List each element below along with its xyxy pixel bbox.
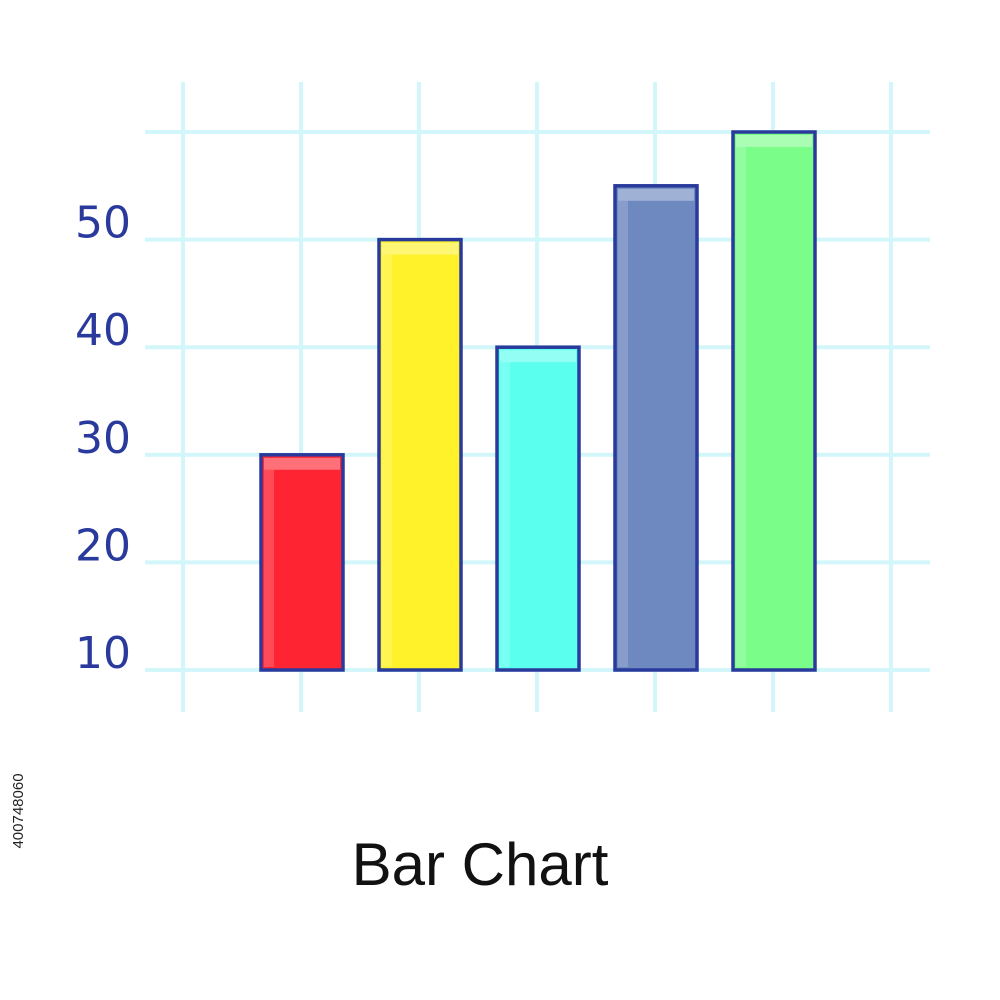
bar-highlight <box>382 242 458 255</box>
bar-highlight <box>264 457 340 470</box>
bar-shine <box>500 362 510 667</box>
bars <box>259 130 817 672</box>
y-axis-ticks: 10 20 30 40 50 <box>75 198 131 679</box>
bar-rect <box>259 453 345 672</box>
bar-highlight <box>736 135 812 147</box>
chart-title: Bar Chart <box>351 831 609 898</box>
bar-3 <box>495 345 581 672</box>
y-tick-label: 20 <box>75 520 131 571</box>
y-tick-label: 40 <box>75 305 131 356</box>
bar-highlight <box>618 188 694 201</box>
image-id-text: 400748060 <box>10 773 27 848</box>
bar-5 <box>731 130 817 672</box>
image-id-label: 400748060 <box>10 773 27 848</box>
bar-1 <box>259 453 345 672</box>
bar-4 <box>613 184 699 672</box>
bar-shine <box>264 469 274 667</box>
bar-shine <box>618 200 628 668</box>
bar-rect <box>613 184 699 672</box>
y-tick-label: 50 <box>75 198 131 249</box>
bar-shine <box>736 147 746 667</box>
y-tick-label: 30 <box>75 413 131 464</box>
y-tick-label: 10 <box>75 628 131 679</box>
bar-2 <box>377 237 463 672</box>
bar-rect <box>731 130 817 672</box>
bar-shine <box>382 254 392 667</box>
bar-rect <box>495 345 581 672</box>
bar-rect <box>377 237 463 672</box>
bar-highlight <box>500 350 576 363</box>
